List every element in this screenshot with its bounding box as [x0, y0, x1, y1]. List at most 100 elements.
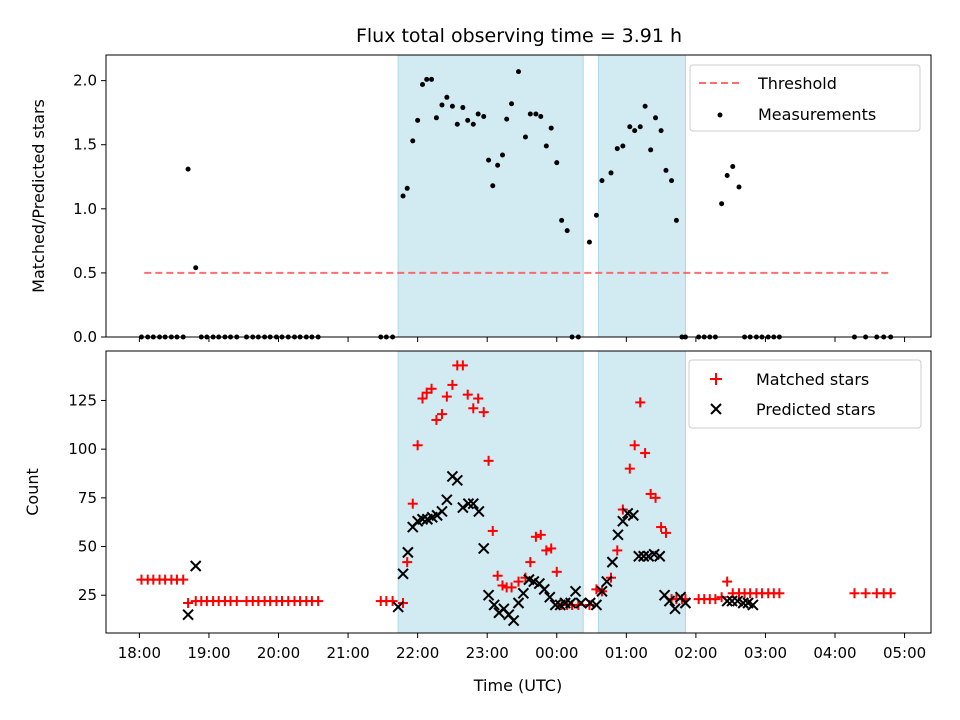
measurement-point	[495, 162, 501, 168]
measurement-point	[564, 228, 570, 234]
predicted-star-point	[436, 505, 448, 518]
top-shaded-regions	[397, 54, 686, 338]
measurement-point	[500, 152, 506, 158]
x-tick-label: 19:00	[187, 644, 230, 662]
legend-predicted-swatch	[710, 403, 722, 415]
measurement-point	[444, 94, 450, 100]
measurement-point	[653, 115, 659, 121]
top-y-ticks: 0.0 0.5 1.0 1.5 2.0	[73, 72, 106, 346]
measurement-point	[719, 201, 725, 207]
x-tick-label: 01:00	[605, 644, 648, 662]
predicted-star-point	[575, 597, 587, 609]
predicted-star-point	[488, 599, 500, 611]
x-tick-label: 21:00	[326, 644, 369, 662]
predicted-star-point	[392, 601, 404, 613]
measurement-point	[490, 183, 496, 189]
matched-star-point	[640, 448, 651, 459]
predicted-star-point	[569, 585, 582, 598]
x-tick-label: 23:00	[466, 644, 509, 662]
y-tick-label: 0.5	[73, 264, 97, 282]
matched-star-point	[716, 592, 727, 603]
predicted-star-point	[654, 550, 666, 562]
measurement-point	[454, 121, 460, 127]
matched-star-point	[483, 455, 494, 466]
x-tick-label: 18:00	[118, 644, 161, 662]
predicted-star-point	[482, 589, 495, 601]
measurement-point	[658, 128, 664, 134]
predicted-star-point	[473, 505, 485, 518]
top-legend-box	[689, 64, 921, 132]
x-tick-label: 05:00	[883, 644, 926, 662]
measurement-point	[669, 178, 675, 184]
matched-star-point	[535, 529, 546, 540]
y-tick-label: 1.5	[73, 136, 97, 154]
predicted-star-point	[679, 597, 692, 609]
bottom-y-axis-label: Count	[23, 468, 42, 516]
measurement-point	[185, 166, 191, 172]
top-panel: Flux total observing time = 3.91 h 0.00.…	[29, 25, 932, 346]
predicted-star-point	[416, 513, 429, 525]
matched-star-point	[431, 414, 442, 425]
measurement-point	[642, 103, 648, 109]
legend-threshold-label: Threshold	[757, 74, 837, 93]
y-tick-label: 50	[78, 538, 97, 556]
y-tick-label: 0.0	[73, 328, 97, 346]
bottom-x-ticks: 18:00 19:00 20:00 21:00 22:00 23:00 00:00 01:00…	[118, 633, 926, 662]
matched-star-point	[612, 545, 623, 556]
predicted-star-point	[721, 595, 733, 607]
y-tick-label: 75	[78, 489, 97, 507]
matched-star-point	[487, 525, 498, 536]
predicted-stars-points	[182, 470, 759, 627]
measurement-point	[433, 115, 439, 121]
measurement-point	[730, 164, 736, 170]
y-tick-label: 25	[78, 586, 97, 604]
matched-star-point	[722, 576, 733, 587]
predicted-star-point	[182, 608, 194, 621]
measurement-point	[486, 157, 492, 163]
matched-star-point	[436, 409, 447, 420]
measurement-point	[559, 217, 565, 223]
matched-star-point	[457, 360, 468, 371]
matched-star-point	[441, 391, 452, 402]
measurement-point	[415, 117, 421, 123]
matched-star-point	[656, 522, 667, 533]
matched-star-point	[860, 588, 871, 599]
matched-star-point	[473, 393, 484, 404]
matched-star-point	[629, 440, 640, 451]
measurement-point	[460, 105, 466, 111]
measurement-point	[637, 124, 643, 130]
predicted-star-point	[517, 587, 530, 599]
measurement-point	[522, 134, 528, 140]
bottom-legend: Matched stars Predicted stars	[688, 359, 922, 429]
predicted-star-point	[549, 599, 562, 611]
bottom-panel: 25 50 75 100 125 18:00 19:00 20:00 21:00 22:00 23…	[23, 350, 932, 695]
top-x-ticks	[138, 337, 906, 342]
shaded-interval-1	[397, 54, 584, 338]
predicted-star-point	[507, 614, 520, 627]
top-legend: Threshold Measurements	[689, 64, 921, 132]
top-axes-frame	[105, 54, 932, 338]
matched-star-point	[478, 407, 489, 418]
matched-star-point	[546, 543, 557, 554]
x-tick-label: 22:00	[396, 644, 439, 662]
matched-star-point	[849, 588, 860, 599]
predicted-star-point	[538, 583, 550, 596]
matched-star-point	[417, 393, 428, 404]
measurement-point	[470, 121, 476, 127]
measurement-point	[663, 167, 669, 173]
bottom-y-ticks: 25 50 75 100 125	[68, 391, 106, 604]
legend-matched-swatch	[710, 373, 722, 385]
measurement-point	[424, 76, 430, 82]
y-tick-label: 1.0	[73, 200, 97, 218]
measurement-point	[465, 117, 471, 123]
matched-star-point	[774, 588, 785, 599]
y-tick-label: 125	[68, 391, 97, 409]
matched-star-point	[885, 588, 896, 599]
measurement-point	[548, 125, 554, 131]
shaded-interval-2	[597, 350, 686, 634]
measurement-point	[509, 101, 515, 107]
predicted-star-point	[467, 497, 479, 510]
matched-star-point	[660, 527, 671, 538]
x-tick-label: 02:00	[674, 644, 717, 662]
